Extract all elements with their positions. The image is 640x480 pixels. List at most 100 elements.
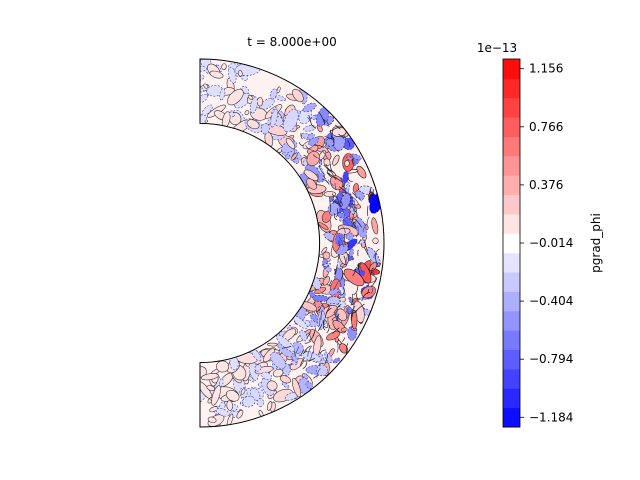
colorbar-band bbox=[503, 291, 520, 312]
contour-cell bbox=[344, 160, 350, 167]
contour-line bbox=[331, 136, 335, 147]
contour-cell bbox=[341, 327, 348, 332]
contour-cell bbox=[318, 222, 329, 230]
contour-cell bbox=[312, 294, 329, 302]
contour-line bbox=[350, 293, 354, 306]
contour-cell bbox=[221, 63, 227, 71]
contour-cell bbox=[306, 151, 320, 167]
contour-line bbox=[324, 306, 330, 318]
contour-line bbox=[342, 226, 346, 234]
contour-line bbox=[322, 119, 325, 124]
colorbar-band bbox=[503, 330, 520, 351]
colorbar-label: pgrad_phi bbox=[589, 213, 603, 273]
contour-line bbox=[317, 157, 323, 163]
contour-cell bbox=[328, 288, 339, 296]
colorbar-band bbox=[503, 233, 520, 254]
contour-line bbox=[369, 190, 372, 199]
contour-line bbox=[357, 249, 359, 257]
contour-line bbox=[325, 180, 330, 185]
colorbar-band bbox=[503, 175, 520, 196]
contour-line bbox=[300, 133, 303, 140]
contour-cell bbox=[342, 170, 349, 184]
contour-line bbox=[294, 346, 300, 358]
contour-line bbox=[351, 192, 358, 199]
contour-cell bbox=[326, 331, 341, 341]
shell-plot bbox=[199, 58, 385, 428]
contour-line bbox=[305, 145, 315, 152]
contour-cell bbox=[215, 408, 230, 417]
contour-cell bbox=[261, 371, 272, 381]
contour-line bbox=[328, 172, 337, 179]
contour-cell bbox=[283, 109, 299, 133]
contour-line bbox=[300, 357, 305, 367]
contour-line bbox=[333, 303, 342, 314]
contour-cell bbox=[273, 95, 287, 101]
contour-cell bbox=[285, 154, 291, 160]
contour-line bbox=[281, 346, 292, 349]
contour-cell bbox=[270, 352, 286, 369]
contour-line bbox=[331, 193, 338, 198]
contour-line bbox=[362, 292, 371, 300]
colorbar-band bbox=[503, 310, 520, 331]
contour-cell bbox=[305, 381, 313, 389]
contour-cell bbox=[323, 351, 333, 363]
contour-cell bbox=[290, 152, 298, 161]
contour-line bbox=[315, 306, 322, 313]
contour-line bbox=[304, 340, 312, 344]
contour-cell bbox=[251, 348, 262, 362]
contour-line bbox=[350, 305, 356, 313]
contour-cell bbox=[306, 178, 317, 190]
contour-line bbox=[323, 165, 330, 172]
contour-line bbox=[334, 265, 338, 275]
contour-cell bbox=[269, 88, 278, 100]
colorbar-tick-label: 0.766 bbox=[529, 120, 563, 134]
contour-cell bbox=[337, 212, 346, 219]
contour-line bbox=[303, 154, 309, 159]
colorbar-tick-label: −1.184 bbox=[529, 410, 573, 424]
contour-cell bbox=[340, 193, 351, 210]
contour-line bbox=[338, 133, 345, 139]
contour-cell bbox=[267, 401, 273, 411]
colorbar-tick-label: −0.794 bbox=[529, 352, 573, 366]
contour-cell bbox=[237, 69, 243, 77]
contour-line bbox=[310, 124, 316, 129]
contour-cell bbox=[256, 97, 264, 107]
colorbar-band bbox=[503, 59, 520, 79]
contour-line bbox=[356, 293, 359, 301]
contour-cell bbox=[207, 416, 217, 423]
contour-cell bbox=[209, 406, 219, 413]
contour-line bbox=[324, 354, 329, 364]
colorbar: −1.184−0.794−0.404−0.0140.3760.7661.156 … bbox=[477, 41, 603, 428]
contour-cell bbox=[354, 190, 365, 200]
colorbar-tick-label: 1.156 bbox=[529, 62, 563, 76]
contour-cell bbox=[371, 217, 379, 235]
contour-cell bbox=[316, 364, 328, 377]
contour-line bbox=[357, 238, 362, 245]
contour-line bbox=[364, 247, 369, 256]
contour-cell bbox=[236, 409, 244, 419]
contour-line bbox=[326, 172, 337, 180]
contour-line bbox=[357, 262, 361, 272]
chart-title: t = 8.000e+00 bbox=[247, 35, 336, 49]
contour-cell bbox=[303, 169, 319, 181]
contour-line bbox=[352, 266, 357, 277]
contour-cell bbox=[332, 154, 340, 166]
contour-line bbox=[313, 144, 325, 149]
contour-cell bbox=[256, 398, 265, 407]
contour-cell bbox=[200, 373, 219, 381]
contour-line bbox=[334, 124, 341, 130]
contour-line bbox=[326, 324, 330, 334]
contour-line bbox=[370, 269, 374, 275]
contour-line bbox=[332, 198, 340, 205]
contour-cell bbox=[244, 110, 250, 115]
contour-cell bbox=[321, 247, 328, 254]
contour-cell bbox=[227, 88, 244, 106]
contour-line bbox=[346, 309, 349, 319]
contour-line bbox=[336, 343, 339, 353]
shell-outline bbox=[199, 58, 385, 428]
contour-line bbox=[329, 169, 334, 176]
contour-line bbox=[300, 350, 304, 357]
contour-line bbox=[364, 240, 369, 252]
contour-cell bbox=[276, 86, 281, 94]
contour-cell bbox=[201, 104, 213, 116]
